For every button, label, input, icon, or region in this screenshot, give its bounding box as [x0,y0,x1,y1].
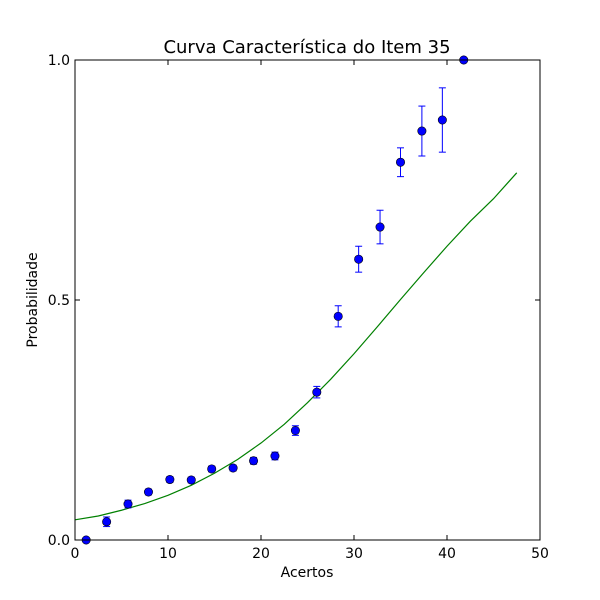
fitted-curve-line [74,172,518,521]
chart-title: Curva Característica do Item 35 [163,37,450,58]
data-point [207,464,217,474]
data-point [186,475,196,485]
y-tick-label: 0.5 [48,293,70,309]
x-tick-label: 30 [345,546,363,562]
data-point [375,222,385,232]
ticks-layer: 0 10 20 30 40 50 0.0 0.5 1.0 [48,53,549,562]
data-point [228,463,238,473]
x-tick-label: 0 [71,546,80,562]
plot-area [75,60,540,540]
data-point [123,499,133,509]
data-point [143,487,153,497]
data-point [165,475,175,485]
y-tick-label: 0.0 [48,533,70,549]
plot-background [75,60,540,540]
data-point [437,115,447,125]
x-tick-label: 10 [159,546,177,562]
data-point [417,126,427,136]
data-point [312,387,322,397]
data-points-layer [81,55,469,545]
x-tick-label: 50 [531,546,549,562]
y-tick-label: 1.0 [48,53,70,69]
data-point [249,456,259,466]
x-tick-label: 20 [252,546,270,562]
x-axis-label: Acertos [281,565,334,581]
data-point [354,254,364,264]
y-axis-label: Probabilidade [25,252,41,347]
fitted-curve-layer [74,172,518,521]
data-point [290,426,300,436]
data-point [395,157,405,167]
data-point [102,517,112,527]
x-tick-label: 40 [438,546,456,562]
data-point [270,451,280,461]
data-point [333,311,343,321]
